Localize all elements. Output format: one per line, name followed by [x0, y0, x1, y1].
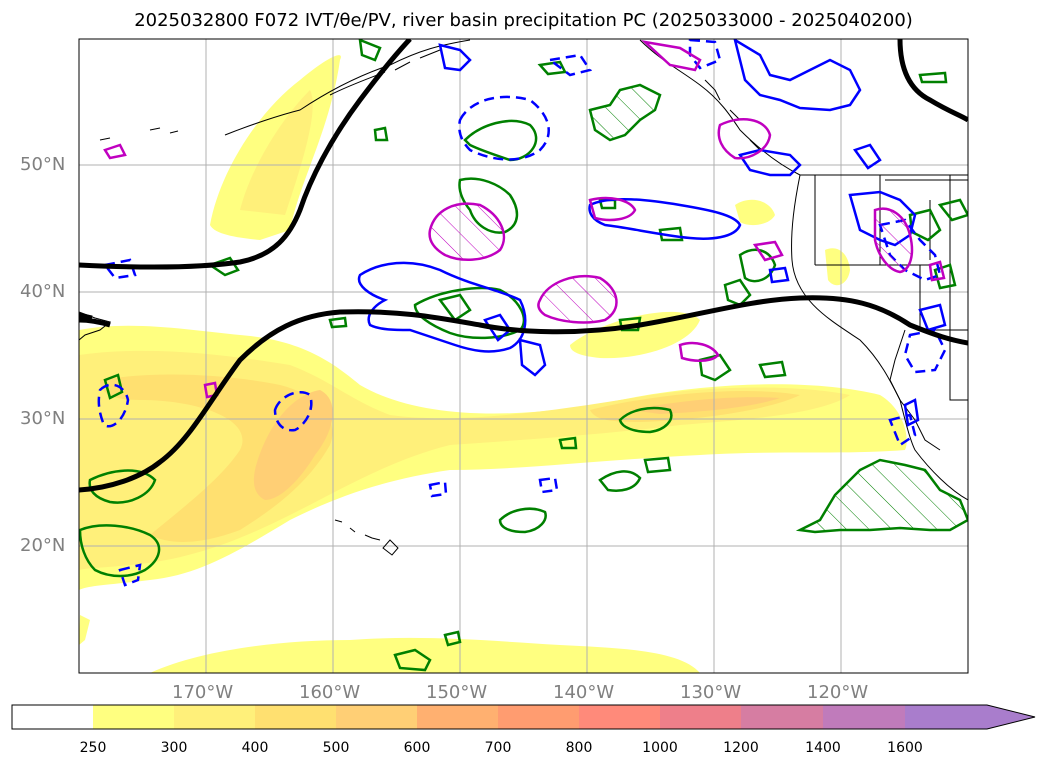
lon-label-120w: 120°W [807, 682, 869, 703]
colorbar-seg-8 [660, 705, 741, 729]
colorbar-label: 400 [241, 740, 269, 756]
green-region-ne [588, 83, 662, 142]
colorbar [11, 704, 1036, 730]
colorbar-label: 500 [322, 740, 350, 756]
colorbar-seg-6 [498, 705, 579, 729]
colorbar-seg-5 [417, 705, 498, 729]
magenta-contours [103, 40, 946, 399]
colorbar-label: 700 [484, 740, 512, 756]
lon-label-160w: 160°W [299, 682, 361, 703]
colorbar-seg-9 [741, 705, 823, 729]
colorbar-seg-3 [255, 705, 336, 729]
magenta-region-3 [873, 207, 914, 274]
lon-label-150w: 150°W [426, 682, 488, 703]
colorbar-seg-0 [12, 705, 93, 729]
green-region-sw [795, 458, 968, 534]
colorbar-extend-arrow [905, 705, 1035, 729]
ivt-plume-north-core [240, 90, 313, 215]
lat-label-40n: 40°N [20, 281, 66, 302]
lon-label-130w: 130°W [680, 682, 742, 703]
colorbar-seg-1 [93, 705, 174, 729]
magenta-region-1 [428, 202, 506, 261]
colorbar-label: 250 [79, 740, 107, 756]
ivt-blob-3 [825, 248, 850, 286]
map-title: 2025032800 F072 IVT/θe/PV, river basin p… [134, 10, 913, 31]
lat-label-30n: 30°N [20, 408, 66, 429]
colorbar-seg-10 [823, 705, 905, 729]
magenta-region-2 [537, 275, 618, 324]
colorbar-seg-4 [336, 705, 417, 729]
map-frame [78, 38, 969, 674]
map-layers [79, 39, 968, 673]
ivt-band-south-2 [79, 615, 90, 645]
colorbar-seg-2 [174, 705, 255, 729]
colorbar-label: 800 [565, 740, 593, 756]
blue-dashed-contours [97, 39, 947, 587]
ivt-core-west [253, 390, 333, 500]
ivt-blob-2 [735, 199, 775, 226]
ivt-blob-1 [570, 311, 700, 359]
lon-label-140w: 140°W [553, 682, 615, 703]
colorbar-label: 300 [160, 740, 188, 756]
colorbar-label: 1600 [887, 740, 923, 756]
theta-e-contours [79, 39, 968, 493]
lat-label-20n: 20°N [20, 535, 66, 556]
colorbar-label: 1200 [723, 740, 759, 756]
colorbar-label: 1400 [805, 740, 841, 756]
colorbar-label: 1000 [642, 740, 678, 756]
lon-label-170w: 170°W [172, 682, 234, 703]
lat-label-50n: 50°N [20, 154, 66, 175]
ivt-band-main-3 [100, 374, 333, 542]
colorbar-label: 600 [403, 740, 431, 756]
colorbar-seg-7 [579, 705, 660, 729]
